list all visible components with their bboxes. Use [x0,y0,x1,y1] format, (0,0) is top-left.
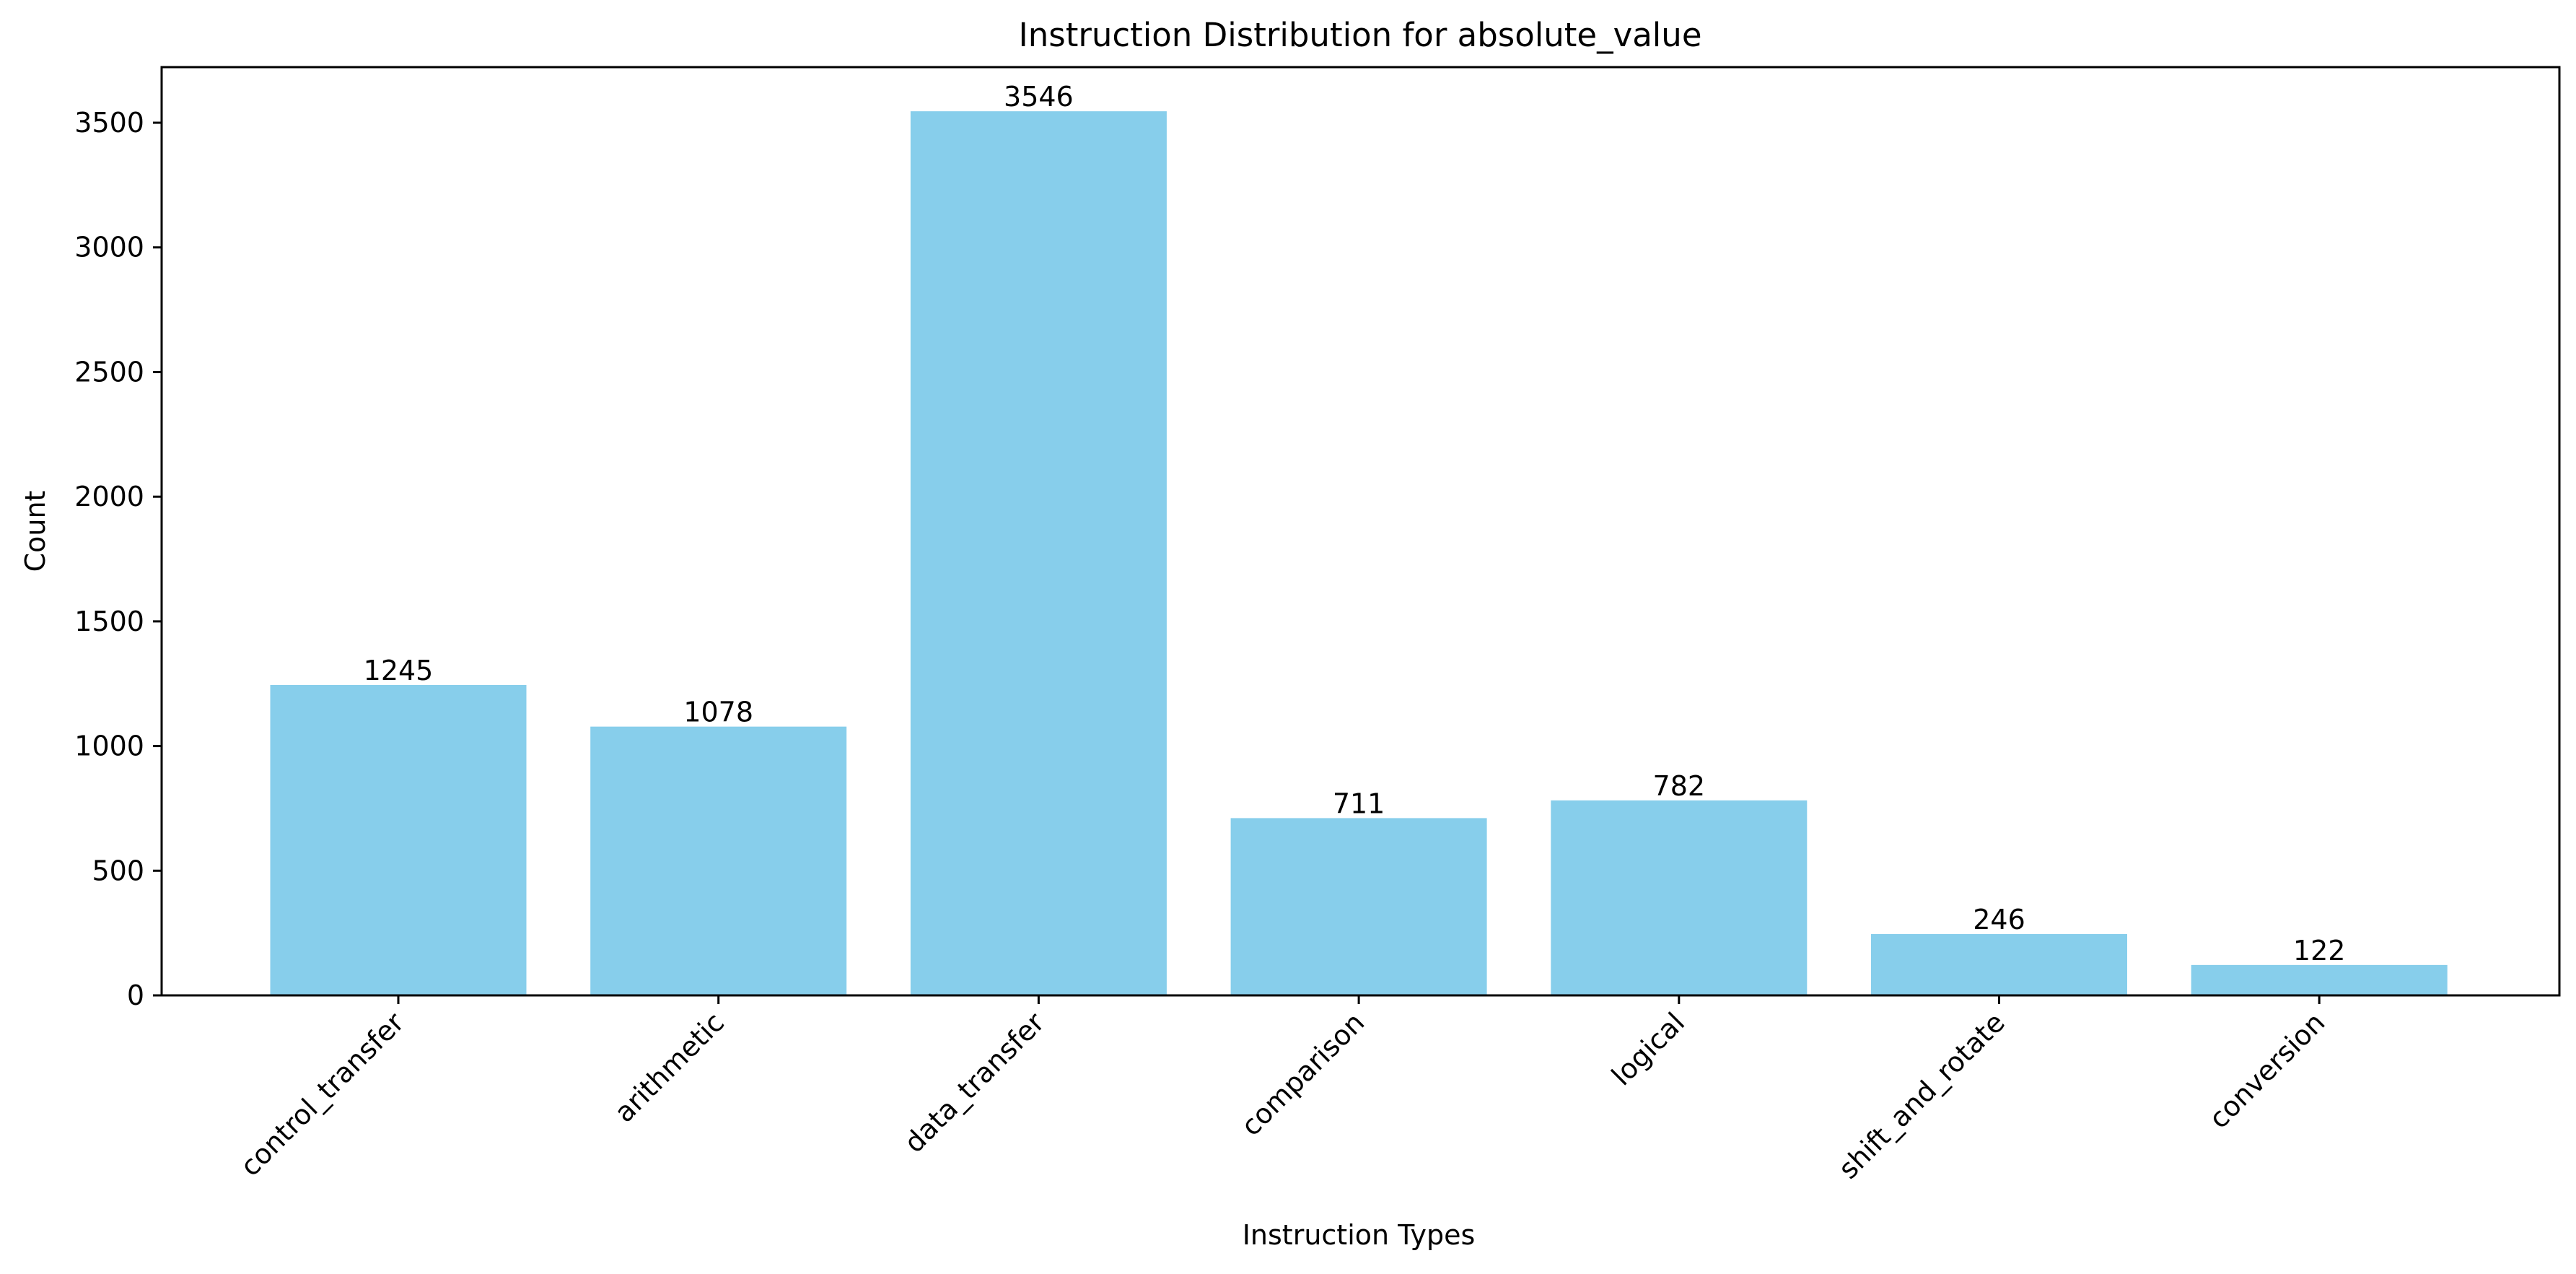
data-label-control_transfer: 1245 [364,655,434,686]
bar-logical [1551,800,1808,995]
y-axis: 0 500 1000 1500 2000 2500 3000 3500 [74,107,162,1011]
y-tick-label: 3500 [74,107,144,139]
y-tick-label: 2000 [74,481,144,512]
data-label-shift_and_rotate: 246 [1973,904,2025,935]
data-label-logical: 782 [1653,770,1706,802]
y-tick-label: 0 [127,980,144,1011]
bar-control_transfer [270,684,527,995]
data-label-arithmetic: 1078 [683,697,753,728]
y-tick-label: 1000 [74,730,144,762]
data-label-data_transfer: 3546 [1004,81,1074,113]
x-axis-label: Instruction Types [1243,1219,1476,1251]
bar-arithmetic [590,726,847,995]
bar-data_transfer [910,111,1167,995]
y-tick-label: 1500 [74,606,144,637]
chart-title: Instruction Distribution for absolute_va… [1018,16,1701,54]
bar-conversion [2191,964,2448,995]
y-axis-label: Count [19,491,51,572]
data-label-conversion: 122 [2293,935,2346,967]
bar-shift_and_rotate [1871,934,2127,995]
plot-area: 1245 1078 3546 711 782 246 122 [160,66,2561,997]
y-tick-label: 2500 [74,356,144,388]
bar-comparison [1230,818,1487,995]
data-label-comparison: 711 [1333,787,1385,819]
y-tick-label: 500 [92,855,144,886]
y-tick-label: 3000 [74,232,144,263]
plot-frame [160,66,2561,997]
data-labels-group: 1245 1078 3546 711 782 246 122 [364,81,2346,967]
bars-group [270,111,2448,995]
